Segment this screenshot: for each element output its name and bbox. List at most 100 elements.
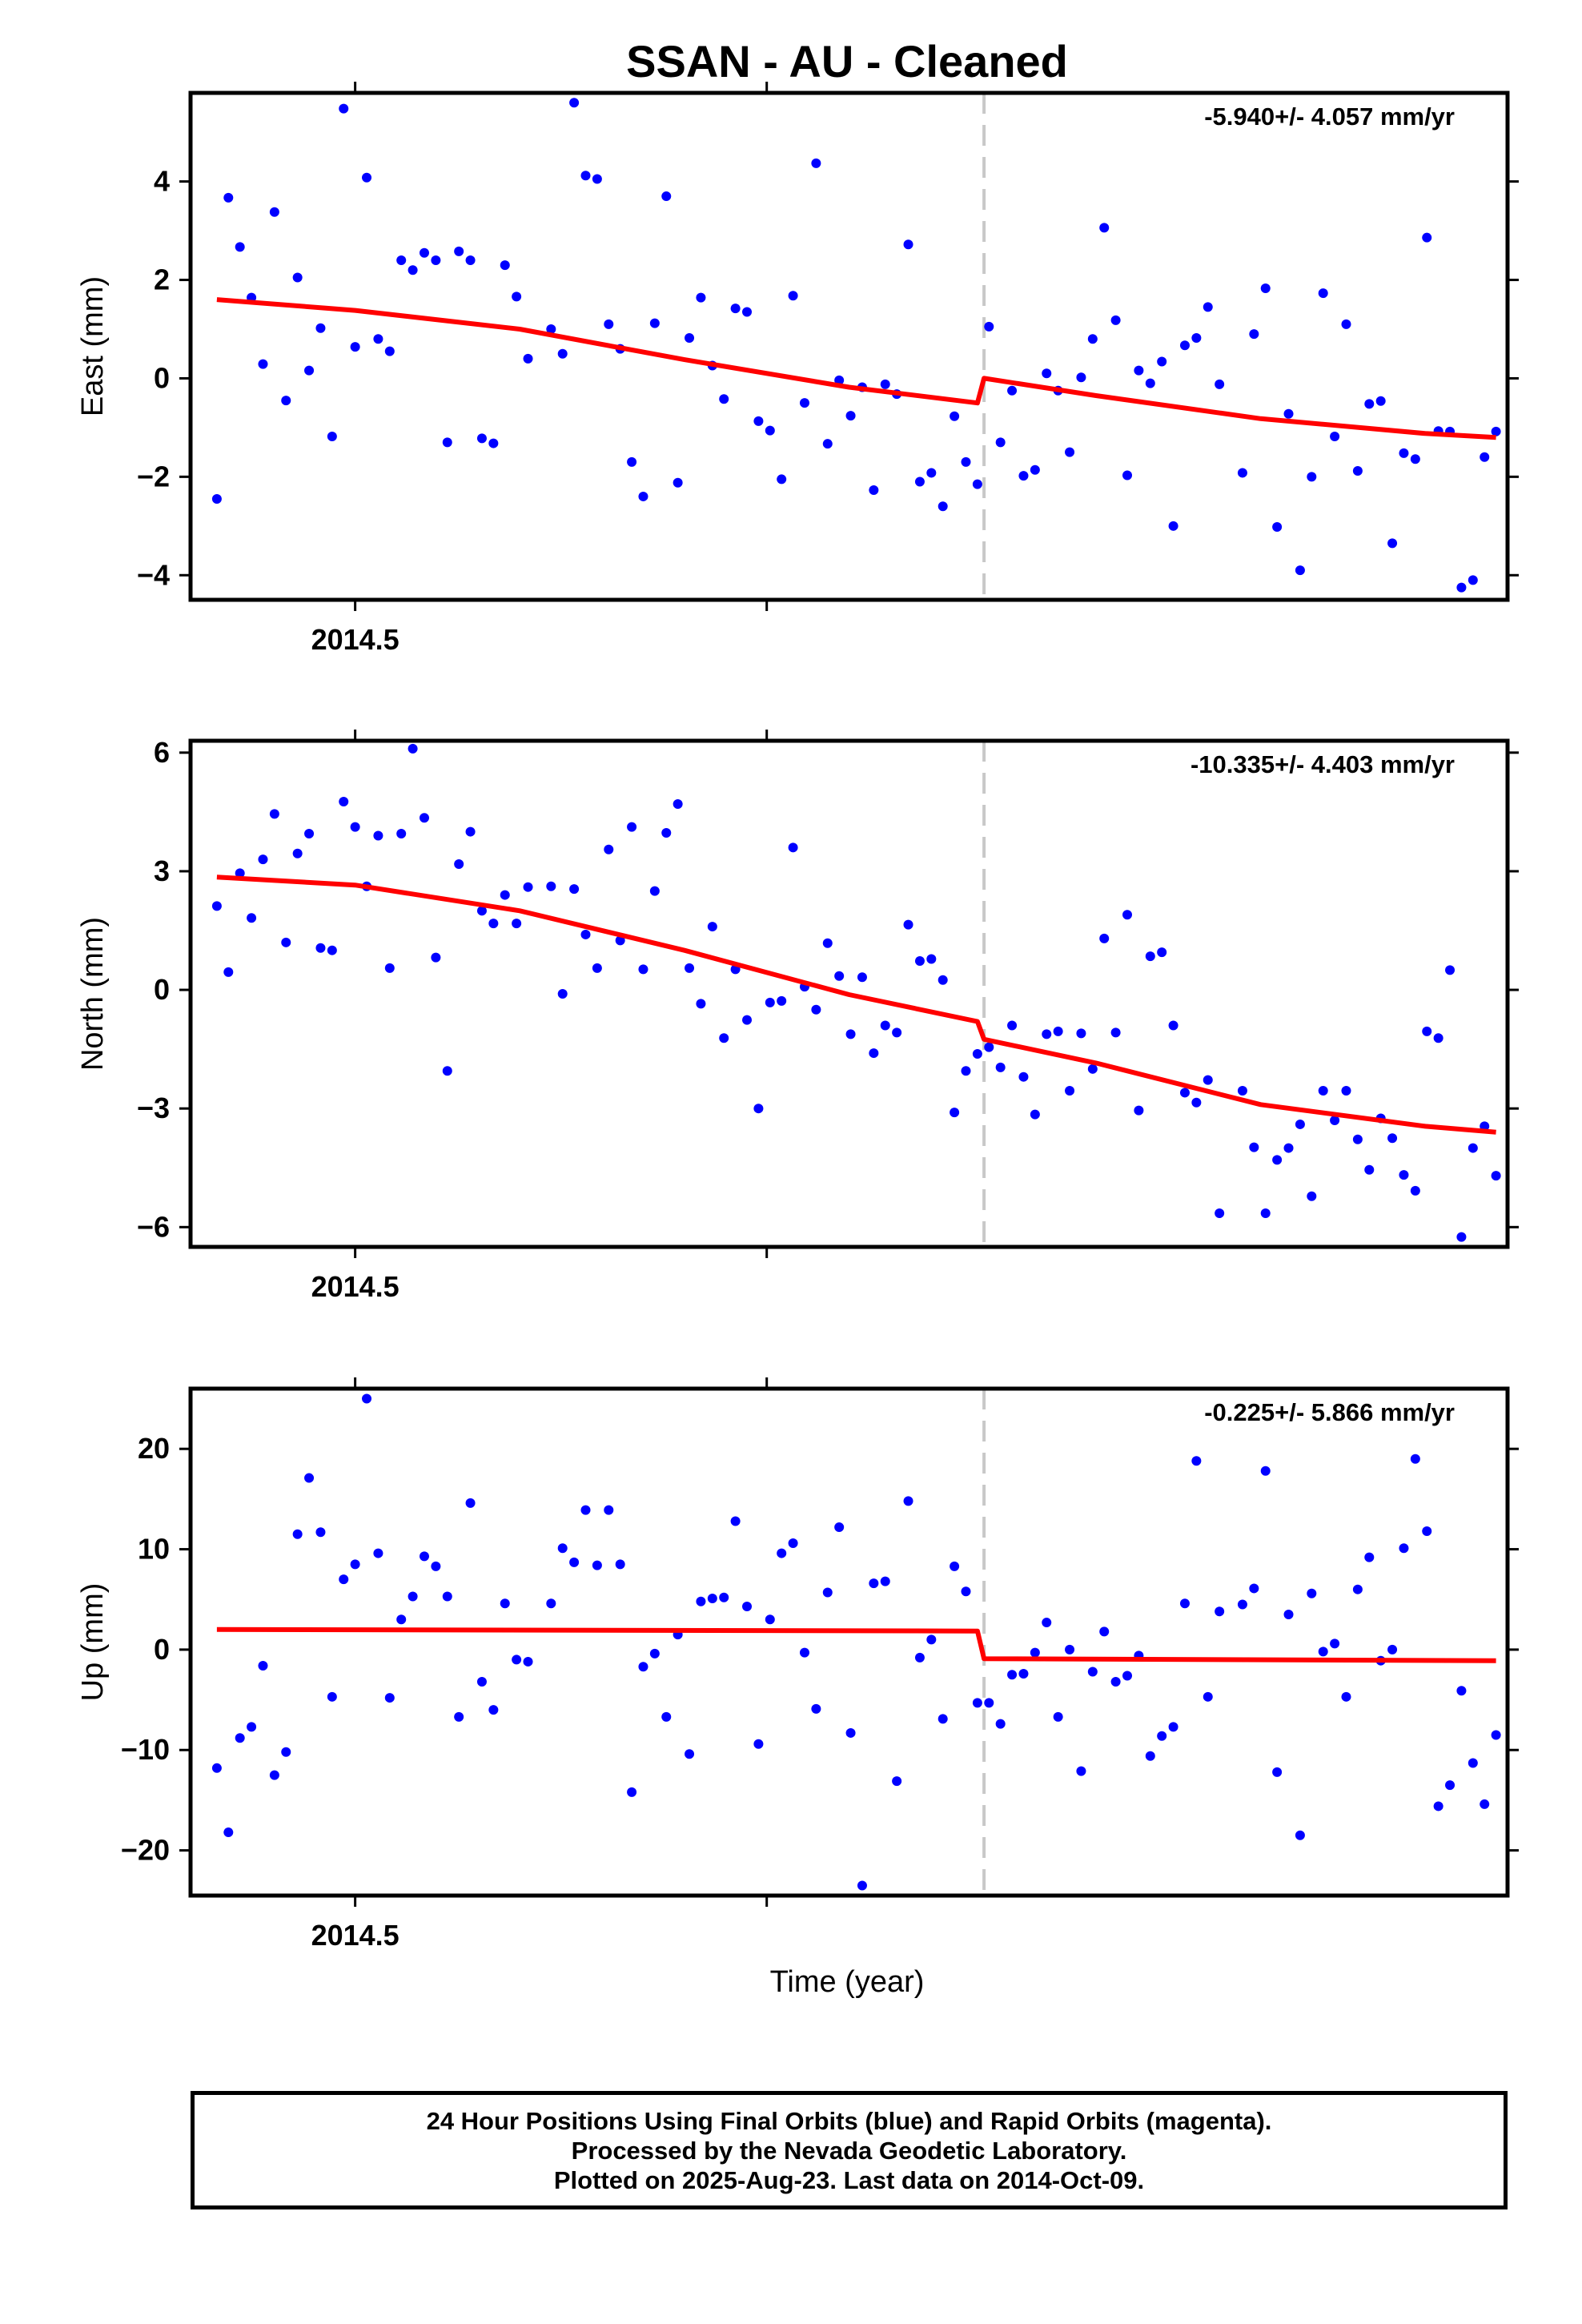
data-point — [892, 1776, 902, 1787]
data-point — [1191, 333, 1202, 344]
data-point — [1260, 283, 1271, 293]
data-point — [627, 1787, 637, 1797]
data-point — [512, 292, 522, 302]
data-point — [995, 1719, 1006, 1729]
y-tick-label: 0 — [154, 973, 170, 1006]
data-point — [373, 334, 383, 344]
data-point — [1191, 1097, 1202, 1108]
data-point — [373, 830, 383, 841]
data-point — [799, 398, 809, 408]
data-point — [1272, 1767, 1283, 1777]
data-point — [1307, 472, 1317, 482]
data-point — [235, 868, 245, 879]
data-point — [1352, 1584, 1363, 1594]
data-point — [914, 1652, 925, 1663]
plot-frame — [188, 90, 1510, 602]
data-point — [649, 886, 660, 896]
data-point — [384, 1693, 395, 1703]
plot-frame — [188, 738, 1510, 1249]
data-point — [1480, 1799, 1490, 1809]
data-point — [1330, 1638, 1340, 1649]
data-point — [223, 1827, 234, 1838]
data-point — [673, 799, 683, 809]
data-point — [292, 272, 303, 283]
data-point — [961, 1586, 971, 1597]
data-point — [1065, 1085, 1075, 1096]
data-point — [258, 359, 268, 369]
data-point — [984, 1698, 994, 1708]
data-point — [1018, 471, 1029, 481]
data-point — [1179, 1598, 1190, 1609]
data-point — [903, 1496, 913, 1506]
data-point — [523, 353, 533, 364]
data-point — [396, 1614, 407, 1625]
data-point — [1260, 1466, 1271, 1476]
data-point — [777, 995, 787, 1006]
panel-1: −4 −2 0 2 4 2014.5 -5.940+/- 4.057 mm/yr East (… — [76, 82, 1519, 656]
data-point — [742, 1602, 753, 1612]
data-point — [834, 971, 845, 981]
data-point — [1387, 538, 1398, 549]
data-point — [961, 1066, 971, 1076]
data-point — [327, 431, 337, 441]
data-point — [995, 1062, 1006, 1072]
data-point — [476, 1677, 487, 1687]
data-point — [580, 171, 591, 181]
data-point — [362, 172, 372, 183]
data-point — [938, 501, 948, 512]
data-point — [569, 98, 580, 108]
data-point — [1007, 1670, 1018, 1680]
data-point — [604, 319, 614, 329]
data-point — [1410, 454, 1420, 464]
data-point — [1491, 426, 1501, 436]
data-point — [1215, 1208, 1225, 1219]
data-point — [223, 967, 234, 977]
data-point — [914, 956, 925, 967]
data-point — [1122, 910, 1133, 920]
footer-line-3: Plotted on 2025-Aug-23. Last data on 201… — [553, 2165, 1145, 2194]
data-point — [304, 365, 315, 376]
data-point — [1491, 1171, 1501, 1181]
data-point — [673, 477, 683, 488]
y-tick-label: −3 — [137, 1092, 170, 1124]
data-point — [903, 239, 913, 250]
data-point — [431, 952, 441, 963]
data-point — [1283, 1143, 1294, 1153]
data-point — [1468, 1758, 1478, 1768]
data-point — [869, 1048, 879, 1059]
data-point — [419, 247, 429, 258]
data-point — [845, 1029, 856, 1039]
data-point — [476, 433, 487, 444]
data-point — [1260, 1208, 1271, 1219]
data-point — [500, 890, 510, 900]
data-point — [523, 1656, 533, 1667]
data-point — [465, 1498, 476, 1508]
data-point — [235, 1733, 245, 1743]
data-point — [1157, 1731, 1167, 1741]
data-point — [1087, 1063, 1098, 1074]
model-fit-line — [216, 875, 1496, 1135]
data-point — [1445, 1780, 1456, 1791]
data-point — [1237, 1599, 1247, 1610]
data-point — [211, 901, 222, 911]
data-point — [1433, 1801, 1443, 1811]
data-point — [1145, 951, 1155, 962]
model-fit-line — [216, 1626, 1496, 1663]
data-point — [1422, 1526, 1432, 1536]
data-point — [1087, 334, 1098, 344]
data-point — [1179, 340, 1190, 351]
data-point — [1030, 1109, 1040, 1120]
data-point — [1007, 1020, 1018, 1031]
data-point — [304, 829, 315, 839]
data-point — [384, 346, 395, 356]
data-point — [211, 494, 222, 505]
model-fit-line — [216, 297, 1496, 440]
data-point — [1076, 372, 1086, 383]
data-point — [339, 797, 349, 807]
data-point — [1468, 1143, 1478, 1153]
y-tick-label: 2 — [154, 263, 170, 296]
y-tick-label: 0 — [154, 361, 170, 394]
data-point — [1456, 582, 1467, 593]
data-point — [258, 1660, 268, 1671]
data-point — [822, 1587, 833, 1598]
